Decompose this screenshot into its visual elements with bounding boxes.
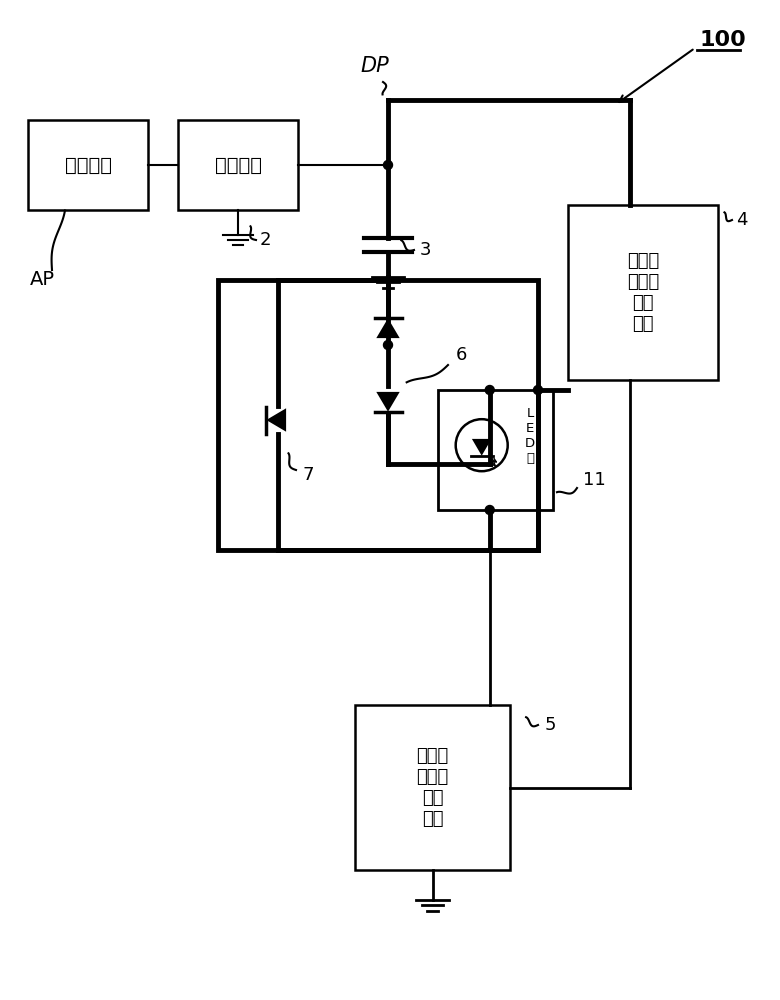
Bar bbox=[355, 705, 510, 870]
Bar bbox=[218, 280, 538, 550]
Circle shape bbox=[485, 385, 495, 394]
Text: 交流电源: 交流电源 bbox=[65, 155, 112, 174]
Bar bbox=[568, 205, 718, 380]
Text: 100: 100 bbox=[700, 30, 746, 50]
Text: L
E
D
部: L E D 部 bbox=[525, 407, 535, 465]
Text: DP: DP bbox=[360, 56, 389, 76]
Circle shape bbox=[534, 385, 543, 394]
Text: AP: AP bbox=[30, 270, 55, 289]
Polygon shape bbox=[472, 439, 491, 456]
Circle shape bbox=[384, 340, 392, 350]
Polygon shape bbox=[376, 392, 399, 412]
Text: 5: 5 bbox=[545, 716, 556, 734]
Text: 11: 11 bbox=[583, 471, 606, 489]
Text: 电容器
放电用
恒流
电路: 电容器 放电用 恒流 电路 bbox=[627, 252, 659, 333]
Text: 整流电路: 整流电路 bbox=[215, 155, 261, 174]
Polygon shape bbox=[376, 318, 399, 338]
Text: 2: 2 bbox=[260, 231, 271, 249]
Text: 4: 4 bbox=[736, 211, 747, 229]
Circle shape bbox=[384, 160, 392, 169]
Bar bbox=[28, 120, 148, 210]
Polygon shape bbox=[266, 408, 286, 432]
Bar bbox=[438, 390, 553, 510]
Text: 7: 7 bbox=[303, 466, 314, 484]
Text: 3: 3 bbox=[420, 241, 431, 259]
Text: 6: 6 bbox=[456, 346, 467, 364]
Text: 电容器
充电用
恒流
电路: 电容器 充电用 恒流 电路 bbox=[417, 747, 448, 828]
Bar bbox=[178, 120, 298, 210]
Circle shape bbox=[485, 506, 495, 514]
